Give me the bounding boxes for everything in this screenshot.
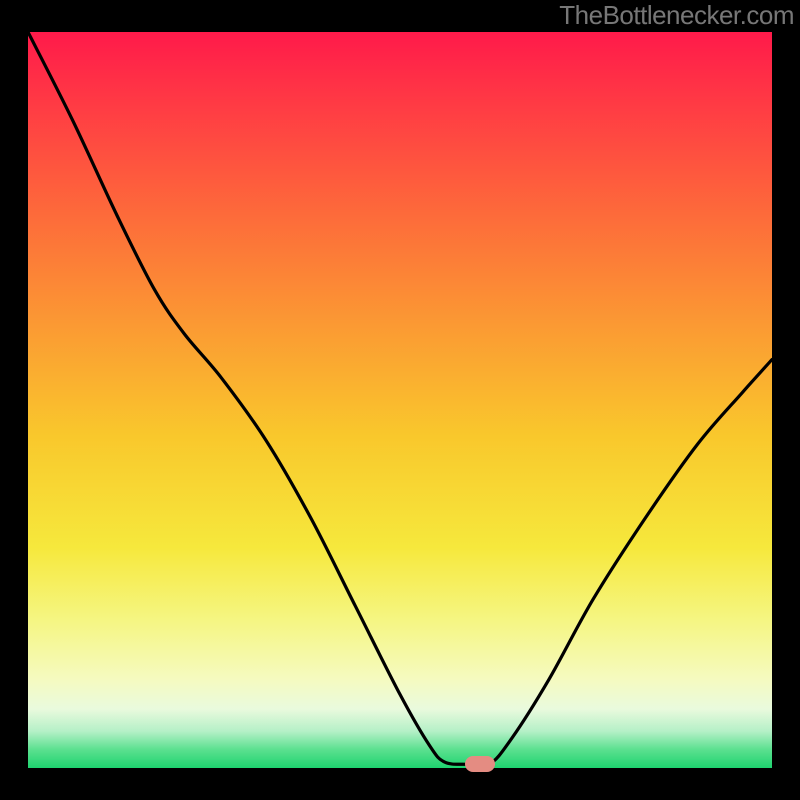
chart-optimum-marker <box>465 756 495 772</box>
chart-curve <box>28 32 772 768</box>
watermark-text: TheBottlenecker.com <box>559 0 794 31</box>
chart-plot-area <box>28 32 772 768</box>
